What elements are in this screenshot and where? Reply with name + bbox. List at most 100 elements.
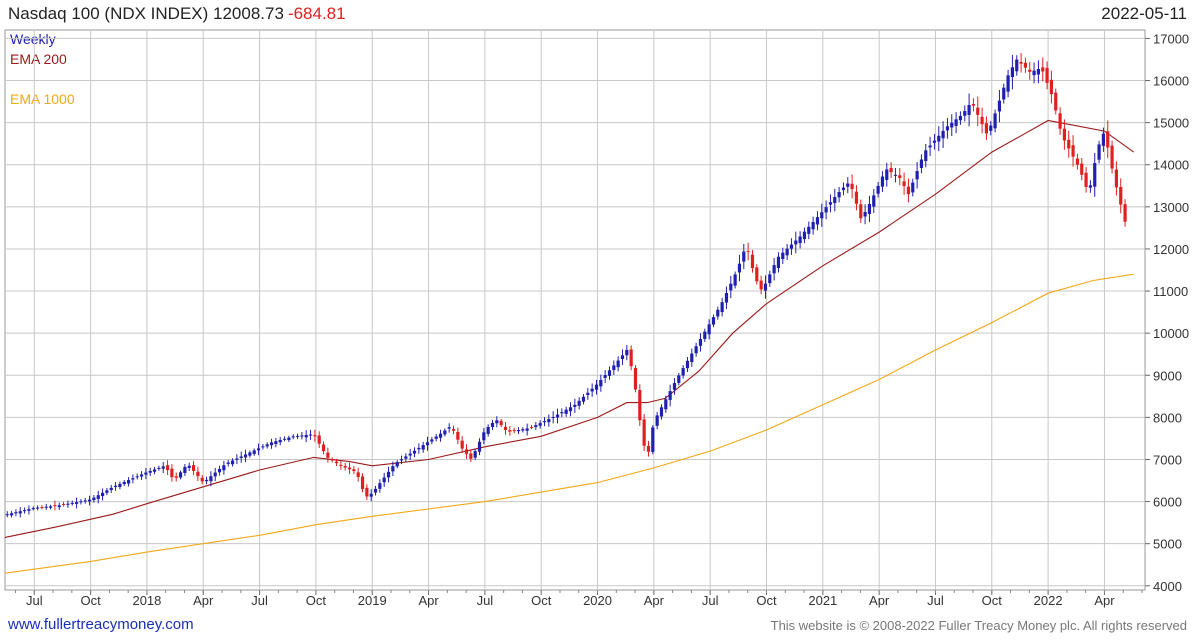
candle-body [35, 507, 40, 509]
candle-body [1006, 75, 1010, 92]
candle-body [629, 349, 633, 367]
candle-body [716, 309, 720, 317]
candle-body [126, 480, 131, 484]
candle-body [807, 226, 811, 234]
candle-body [187, 465, 191, 468]
candle-body [313, 435, 317, 437]
candle-body [430, 439, 434, 442]
candle-body [811, 221, 815, 230]
candle-body [183, 466, 187, 473]
x-tick-label: Apr [1094, 593, 1115, 608]
candle-body [174, 476, 178, 478]
candle-body [57, 505, 61, 508]
candle-body [846, 183, 850, 187]
candle-body [256, 448, 261, 451]
candle-body [802, 231, 807, 240]
candle-body [889, 167, 893, 173]
candle-body [1071, 145, 1075, 157]
candle-body [291, 436, 295, 438]
candle-body [1110, 145, 1114, 169]
y-tick-label: 13000 [1153, 200, 1189, 215]
candle-body [425, 442, 430, 446]
candle-body [867, 203, 872, 214]
candle-body [633, 368, 638, 390]
candle-body [850, 183, 854, 190]
candle-body [451, 429, 456, 431]
candle-body [958, 115, 963, 121]
candle-body [586, 392, 590, 395]
candle-body [698, 338, 703, 346]
candle-body [243, 454, 248, 458]
candle-body [529, 427, 534, 429]
candle-body [365, 487, 369, 497]
candle-body [672, 383, 677, 390]
candle-body [300, 435, 304, 437]
chart-title: Nasdaq 100 (NDX INDEX) 12008.73 -684.81 [8, 4, 346, 24]
candle-body [820, 212, 824, 219]
candle-body [373, 488, 378, 493]
candle-body [287, 437, 291, 441]
candle-body [915, 171, 919, 180]
x-tick-label: Apr [869, 593, 890, 608]
candle-body [482, 432, 486, 441]
candle-body [295, 435, 300, 437]
legend-weekly: Weekly [10, 31, 56, 47]
candle-body [113, 485, 118, 488]
candle-body [53, 505, 57, 507]
candle-body [512, 430, 516, 432]
candle-body [27, 509, 31, 511]
candle-body [83, 500, 87, 502]
candle-body [213, 472, 217, 477]
x-tick-label: Oct [306, 593, 327, 608]
candle-body [230, 460, 235, 465]
candle-body [131, 478, 135, 480]
candle-body [191, 465, 196, 471]
candle-body [776, 256, 781, 269]
candle-body [547, 419, 551, 423]
candle-body [109, 487, 113, 491]
candle-body [495, 420, 499, 424]
candle-body [568, 407, 573, 412]
candle-body [1088, 185, 1093, 188]
candle-body [794, 240, 798, 245]
candle-body [603, 375, 607, 378]
candle-body [928, 145, 932, 148]
candle-body [204, 479, 209, 482]
candle-body [139, 474, 144, 477]
candle-body [659, 407, 664, 417]
x-tick-label: 2019 [358, 593, 387, 608]
x-tick-label: Jul [26, 593, 43, 608]
x-tick-label: 2021 [808, 593, 837, 608]
candle-body [785, 248, 789, 256]
candle-body [1075, 158, 1080, 165]
candle-body [750, 254, 755, 269]
candle-body [74, 502, 79, 504]
candle-body [789, 244, 794, 249]
candle-body [772, 265, 776, 274]
candle-body [768, 274, 772, 284]
candle-body [837, 192, 841, 198]
candle-body [720, 302, 724, 313]
footer-url[interactable]: www.fullertreacymoney.com [8, 616, 194, 633]
candle-body [763, 283, 768, 291]
candle-body [581, 396, 586, 402]
x-tick-label: 2022 [1034, 593, 1063, 608]
x-tick-label: Jul [702, 593, 719, 608]
candle-body [919, 159, 924, 169]
candle-body [1119, 187, 1123, 205]
candle-body [655, 415, 659, 426]
candle-body [859, 204, 863, 219]
candle-body [5, 514, 9, 516]
candle-body [135, 476, 139, 478]
candle-body [1080, 163, 1084, 175]
candle-body [196, 471, 200, 477]
candle-body [274, 441, 278, 445]
candle-body [347, 467, 352, 470]
candle-body [893, 174, 898, 176]
candle-body [876, 185, 880, 194]
y-tick-label: 10000 [1153, 326, 1189, 341]
candle-body [460, 440, 464, 449]
candle-body [551, 416, 555, 418]
candle-body [40, 507, 44, 509]
candle-body [399, 459, 404, 461]
